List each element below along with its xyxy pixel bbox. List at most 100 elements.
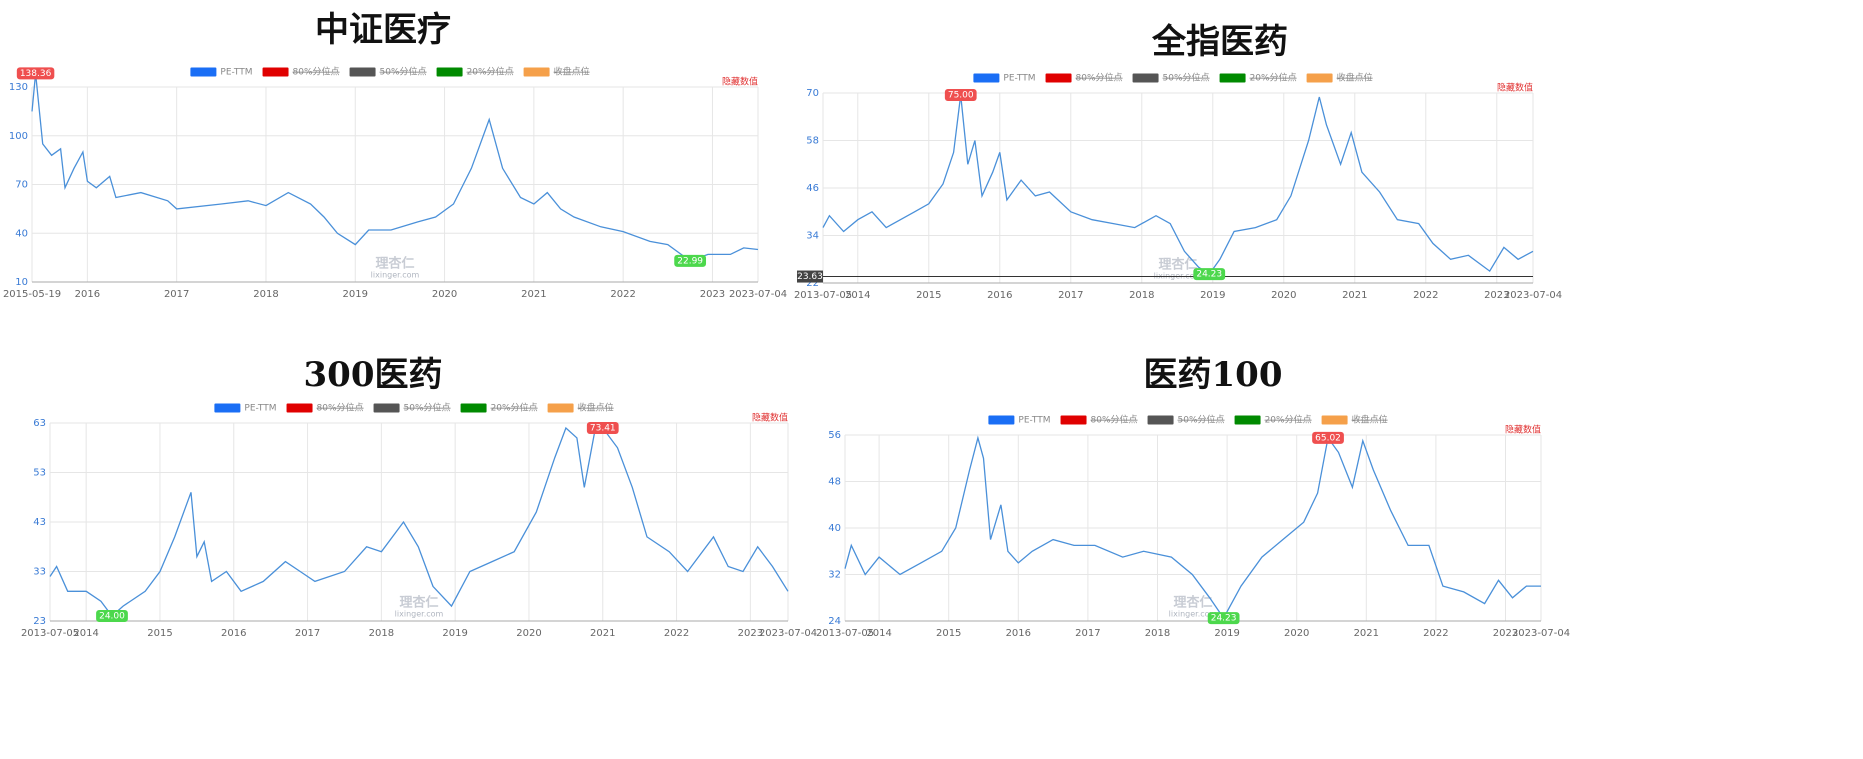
legend-label[interactable]: PE-TTM bbox=[244, 404, 276, 414]
legend-label[interactable]: 80%分位点 bbox=[1076, 72, 1123, 84]
legend-swatch[interactable] bbox=[523, 67, 550, 77]
x-tick-label: 2016 bbox=[1006, 628, 1031, 639]
annotation-label: 24.00 bbox=[99, 612, 125, 622]
legend-label[interactable]: 20%分位点 bbox=[1250, 72, 1297, 84]
annotation-label: 22.99 bbox=[677, 256, 703, 266]
legend-swatch[interactable] bbox=[1306, 73, 1333, 83]
pe-line bbox=[49, 426, 789, 617]
watermark: 理杏仁 bbox=[399, 595, 438, 611]
legend-swatch[interactable] bbox=[286, 403, 313, 413]
legend-label[interactable]: 收盘点位 bbox=[554, 66, 590, 78]
legend-label[interactable]: 50%分位点 bbox=[404, 402, 451, 414]
legend-label[interactable]: 20%分位点 bbox=[467, 66, 514, 78]
chart-title: 全指医药 bbox=[1151, 22, 1288, 62]
annotation-box bbox=[674, 254, 707, 267]
annotation-box bbox=[16, 67, 55, 80]
x-tick-label: 2014 bbox=[866, 628, 891, 639]
x-tick-label: 2023-07-04 bbox=[1504, 290, 1562, 301]
y-tick-label: 10 bbox=[15, 277, 28, 288]
legend-swatch[interactable] bbox=[1321, 415, 1348, 425]
x-tick-label: 2015 bbox=[916, 290, 941, 301]
x-tick-label: 2015-05-19 bbox=[3, 289, 61, 300]
chart-title: 医药100 bbox=[1144, 355, 1283, 395]
legend-label[interactable]: 50%分位点 bbox=[380, 66, 427, 78]
legend-swatch[interactable] bbox=[349, 67, 376, 77]
legend-swatch[interactable] bbox=[436, 67, 463, 77]
legend-label[interactable]: 20%分位点 bbox=[491, 402, 538, 414]
hide-values-toggle[interactable]: 隐藏数值 bbox=[1505, 424, 1541, 436]
x-tick-label: 2021 bbox=[590, 628, 615, 639]
x-tick-label: 2020 bbox=[1271, 290, 1296, 301]
legend-swatch[interactable] bbox=[1219, 73, 1246, 83]
x-tick-label: 2013-07-05 bbox=[816, 628, 874, 639]
cursor-label-box bbox=[797, 270, 823, 283]
legend-swatch[interactable] bbox=[262, 67, 289, 77]
annotation-box bbox=[1207, 612, 1240, 625]
x-tick-label: 2016 bbox=[987, 290, 1012, 301]
hide-values-toggle[interactable]: 隐藏数值 bbox=[752, 412, 788, 424]
x-tick-label: 2022 bbox=[1423, 628, 1448, 639]
watermark: lixinger.com bbox=[395, 610, 444, 619]
y-tick-label: 100 bbox=[9, 131, 28, 142]
x-tick-label: 2022 bbox=[664, 628, 689, 639]
hide-values-toggle[interactable]: 隐藏数值 bbox=[1497, 82, 1533, 94]
legend-swatch[interactable] bbox=[988, 415, 1015, 425]
y-tick-label: 63 bbox=[33, 418, 46, 429]
x-tick-label: 2020 bbox=[1284, 628, 1309, 639]
watermark: 理杏仁 bbox=[1158, 257, 1197, 273]
legend-swatch[interactable] bbox=[1045, 73, 1072, 83]
x-tick-label: 2023-07-04 bbox=[1512, 628, 1570, 639]
legend-label[interactable]: PE-TTM bbox=[1003, 74, 1035, 84]
legend-label[interactable]: 收盘点位 bbox=[1337, 72, 1373, 84]
legend-label[interactable]: 20%分位点 bbox=[1265, 414, 1312, 426]
x-tick-label: 2014 bbox=[73, 628, 98, 639]
hide-values-toggle[interactable]: 隐藏数值 bbox=[722, 76, 758, 88]
legend-label[interactable]: 50%分位点 bbox=[1178, 414, 1225, 426]
x-tick-label: 2021 bbox=[1354, 628, 1379, 639]
legend: PE-TTM 80%分位点 50%分位点 20%分位点 收盘点位 bbox=[973, 72, 1373, 84]
annotation-label: 24.23 bbox=[1211, 614, 1237, 624]
legend-swatch[interactable] bbox=[190, 67, 217, 77]
legend-label[interactable]: 收盘点位 bbox=[578, 402, 614, 414]
annotation-label: 73.41 bbox=[590, 423, 616, 433]
watermark: lixinger.com bbox=[1169, 610, 1218, 619]
legend-label[interactable]: 80%分位点 bbox=[293, 66, 340, 78]
legend-swatch[interactable] bbox=[547, 403, 574, 413]
legend-label[interactable]: 收盘点位 bbox=[1352, 414, 1388, 426]
annotation-label: 75.00 bbox=[948, 90, 974, 100]
legend-swatch[interactable] bbox=[1234, 415, 1261, 425]
annotation-box bbox=[586, 421, 619, 434]
x-tick-label: 2016 bbox=[221, 628, 246, 639]
legend-swatch[interactable] bbox=[973, 73, 1000, 83]
legend-swatch[interactable] bbox=[460, 403, 487, 413]
pe-line bbox=[31, 73, 759, 262]
x-tick-label: 2023 bbox=[1484, 290, 1509, 301]
x-tick-label: 2013-07-05 bbox=[794, 290, 852, 301]
legend-label[interactable]: 80%分位点 bbox=[1091, 414, 1138, 426]
annotation-box bbox=[944, 88, 977, 101]
x-tick-label: 2018 bbox=[1129, 290, 1154, 301]
x-tick-label: 2013-07-05 bbox=[21, 628, 79, 639]
cursor-label: 23.63 bbox=[797, 272, 823, 282]
y-tick-label: 22 bbox=[806, 278, 819, 289]
x-tick-label: 2014 bbox=[845, 290, 870, 301]
legend-label[interactable]: 80%分位点 bbox=[317, 402, 364, 414]
legend-swatch[interactable] bbox=[373, 403, 400, 413]
x-tick-label: 2021 bbox=[1342, 290, 1367, 301]
x-tick-label: 2018 bbox=[369, 628, 394, 639]
y-tick-label: 58 bbox=[806, 136, 819, 147]
legend-label[interactable]: 50%分位点 bbox=[1163, 72, 1210, 84]
legend-swatch[interactable] bbox=[214, 403, 241, 413]
x-tick-label: 2016 bbox=[75, 289, 100, 300]
x-tick-label: 2017 bbox=[1058, 290, 1083, 301]
legend-swatch[interactable] bbox=[1060, 415, 1087, 425]
legend-label[interactable]: PE-TTM bbox=[1018, 416, 1050, 426]
legend-label[interactable]: PE-TTM bbox=[220, 68, 252, 78]
y-tick-label: 40 bbox=[15, 228, 28, 239]
legend: PE-TTM 80%分位点 50%分位点 20%分位点 收盘点位 bbox=[190, 66, 590, 78]
legend-swatch[interactable] bbox=[1132, 73, 1159, 83]
x-tick-label: 2017 bbox=[1075, 628, 1100, 639]
legend-swatch[interactable] bbox=[1147, 415, 1174, 425]
